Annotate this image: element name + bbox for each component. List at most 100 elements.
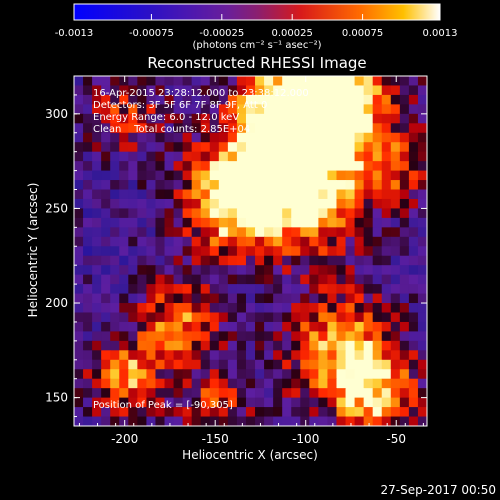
heatmap-cell — [354, 416, 365, 427]
heatmap-cell — [173, 407, 184, 418]
heatmap-cell — [318, 321, 328, 332]
heatmap-cell — [282, 142, 292, 153]
heatmap-cell — [300, 123, 310, 134]
info-time-range: 16-Apr-2015 23:28:12.000 to 23:38:12.000 — [93, 88, 309, 99]
heatmap-cell — [363, 388, 374, 399]
heatmap-cell — [155, 274, 166, 285]
heatmap-cell — [92, 407, 102, 418]
heatmap-cell — [408, 189, 419, 200]
heatmap-cell — [273, 246, 283, 257]
heatmap-cell — [218, 189, 229, 200]
heatmap-cell — [318, 274, 328, 285]
heatmap-cell — [408, 321, 419, 332]
heatmap-cell — [155, 340, 166, 351]
heatmap-cell — [137, 217, 147, 228]
heatmap-cell — [327, 397, 337, 408]
heatmap-cell — [408, 293, 419, 304]
heatmap-cell — [155, 388, 166, 399]
heatmap-cell — [164, 94, 175, 105]
heatmap-cell — [119, 407, 129, 418]
heatmap-cell — [146, 350, 156, 361]
heatmap-cell — [318, 198, 328, 209]
heatmap-cell — [318, 293, 328, 304]
heatmap-cell — [227, 246, 238, 257]
heatmap-cell — [399, 189, 410, 200]
heatmap-cell — [227, 312, 238, 323]
heatmap-cell — [408, 113, 419, 124]
heatmap-cell — [363, 397, 374, 408]
heatmap-cell — [110, 246, 120, 257]
heatmap-cell — [218, 198, 229, 209]
heatmap-cell — [110, 85, 120, 96]
heatmap-cell — [155, 94, 166, 105]
colorbar-ticks: -0.0013 -0.00075 -0.00025 0.00025 0.00075 0.0… — [55, 14, 458, 39]
heatmap-cell — [408, 284, 419, 295]
heatmap-cell — [200, 180, 211, 191]
heatmap-cell — [164, 303, 175, 313]
heatmap-cell — [300, 180, 310, 191]
heatmap-cell — [318, 94, 328, 105]
heatmap-cell — [354, 255, 365, 266]
heatmap-cell — [390, 180, 401, 191]
heatmap-cell — [273, 407, 283, 418]
heatmap-cell — [137, 132, 147, 143]
heatmap-cell — [119, 255, 129, 266]
heatmap-cell — [417, 104, 428, 115]
heatmap-cell — [182, 284, 193, 295]
heatmap-cell — [128, 378, 138, 389]
heatmap-cell — [390, 397, 401, 408]
heatmap-cell — [381, 161, 392, 172]
heatmap-cell — [155, 227, 166, 238]
heatmap-cell — [408, 378, 419, 389]
heatmap-cell — [101, 303, 111, 313]
heatmap-cell — [218, 293, 229, 304]
heatmap-cell — [227, 331, 238, 342]
heatmap-cell — [119, 378, 129, 389]
heatmap-cell — [128, 236, 138, 247]
heatmap-cell — [110, 123, 120, 134]
heatmap-cell — [200, 397, 211, 408]
heatmap-cell — [137, 359, 147, 370]
heatmap-cell — [74, 132, 84, 143]
heatmap-cell — [74, 198, 84, 209]
heatmap-cell — [264, 170, 274, 181]
heatmap-cell — [128, 340, 138, 351]
heatmap-cell — [255, 293, 265, 304]
heatmap-cell — [291, 378, 301, 389]
heatmap-cell — [399, 104, 410, 115]
heatmap-cell — [300, 85, 310, 96]
heatmap-cell — [245, 274, 256, 285]
heatmap-cell — [381, 208, 392, 219]
heatmap-cell — [182, 94, 193, 105]
colorbar-tick-label: 0.00075 — [342, 28, 383, 39]
heatmap-cell — [417, 217, 428, 228]
heatmap-cell — [345, 274, 356, 285]
heatmap-cell — [218, 265, 229, 276]
heatmap-cell — [92, 151, 102, 162]
heatmap-cell — [128, 265, 138, 276]
heatmap-cell — [146, 416, 156, 427]
heatmap-cell — [200, 359, 211, 370]
heatmap-cell — [408, 123, 419, 134]
heatmap-cell — [164, 350, 175, 361]
heatmap-cell — [345, 142, 356, 153]
heatmap-cell — [110, 416, 120, 427]
heatmap-cell — [191, 189, 202, 200]
heatmap-cell — [200, 407, 211, 418]
heatmap-cell — [309, 416, 319, 427]
heatmap-cell — [218, 321, 229, 332]
heatmap-cell — [318, 416, 328, 427]
heatmap-cell — [92, 274, 102, 285]
heatmap-cell — [110, 303, 120, 313]
heatmap-cell — [191, 132, 202, 143]
heatmap-cell — [173, 76, 184, 86]
heatmap-cell — [264, 397, 274, 408]
heatmap-cell — [92, 284, 102, 295]
heatmap-cell — [164, 113, 175, 124]
heatmap-cell — [255, 104, 265, 115]
heatmap-cell — [300, 265, 310, 276]
heatmap-cell — [110, 350, 120, 361]
heatmap-cell — [191, 85, 202, 96]
heatmap-cell — [363, 227, 374, 238]
